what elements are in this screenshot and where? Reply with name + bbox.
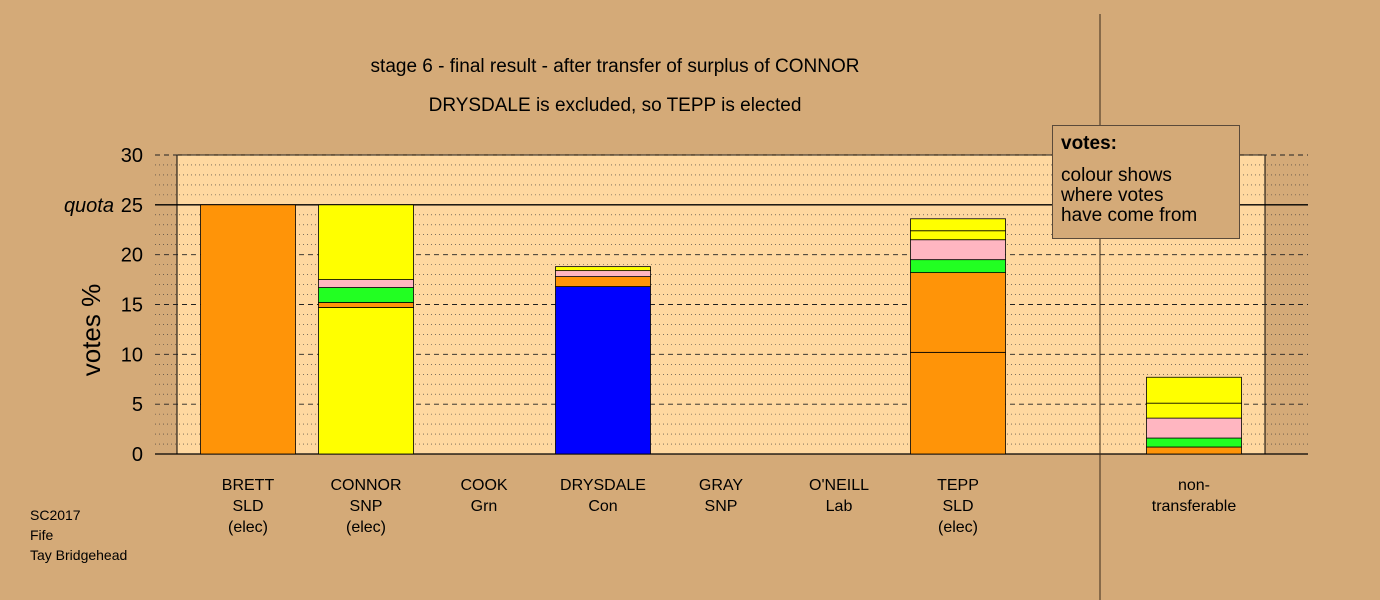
bar-drysdale-segment bbox=[555, 286, 651, 455]
bar-nontransferable-segment bbox=[1146, 376, 1242, 404]
candidate-oneill-label-line-1: O'NEILL bbox=[809, 477, 869, 494]
legend-box: votes: colour shows where votes have com… bbox=[1052, 125, 1240, 239]
candidate-gray-label-line-1: GRAY bbox=[699, 477, 743, 494]
legend-line-1: colour shows bbox=[1061, 165, 1172, 186]
chart-title: stage 6 - final result - after transfer … bbox=[371, 56, 860, 77]
candidate-oneill-label-line-2: Lab bbox=[826, 498, 853, 515]
footer-election: SC2017 bbox=[30, 507, 81, 523]
footer-ward: Tay Bridgehead bbox=[30, 547, 128, 563]
footer-caption: SC2017 Fife Tay Bridgehead bbox=[30, 505, 127, 565]
candidate-drysdale-label-line-1: DRYSDALE bbox=[560, 477, 646, 494]
candidate-brett-label-line-3: (elec) bbox=[228, 519, 268, 536]
candidate-connor-label-line-2: SNP bbox=[350, 498, 383, 515]
y-tick-label: 15 bbox=[121, 295, 143, 317]
chart-subtitle: DRYSDALE is excluded, so TEPP is elected bbox=[429, 95, 802, 116]
bar-connor-segment bbox=[318, 302, 414, 308]
candidate-tepp-label-line-3: (elec) bbox=[938, 519, 978, 536]
bar-tepp-segment bbox=[910, 230, 1006, 241]
bar-tepp-segment bbox=[910, 259, 1006, 274]
y-tick-label: 0 bbox=[132, 444, 143, 466]
y-tick-label: 30 bbox=[121, 145, 143, 167]
chart-marks: BRETT SLD (elec) CONNOR SNP (elec) COOK Grn DRYS… bbox=[200, 204, 1242, 536]
bar-nontransferable-segment bbox=[1146, 437, 1242, 448]
candidate-connor-label-line-1: CONNOR bbox=[330, 477, 401, 494]
bar-nontransferable-segment bbox=[1146, 402, 1242, 419]
nontransferable-label-line-2: transferable bbox=[1152, 498, 1237, 515]
bar-connor-segment bbox=[318, 307, 414, 455]
candidate-cook-label-line-2: Grn bbox=[471, 498, 498, 515]
quota-label: quota bbox=[64, 195, 114, 217]
candidate-drysdale-label-line-2: Con bbox=[588, 498, 617, 515]
bar-brett-segment bbox=[200, 204, 296, 455]
nontransferable-label-line-1: non- bbox=[1178, 477, 1210, 494]
bar-connor-segment bbox=[318, 204, 414, 280]
legend-line-3: have come from bbox=[1061, 205, 1198, 226]
candidate-cook-label-line-1: COOK bbox=[460, 477, 507, 494]
legend-title: votes: bbox=[1061, 133, 1117, 154]
bar-nontransferable-segment bbox=[1146, 417, 1242, 439]
bar-drysdale-segment bbox=[555, 266, 651, 272]
candidate-brett-label-line-2: SLD bbox=[232, 498, 263, 515]
y-tick-label: 20 bbox=[121, 245, 143, 267]
legend-line-2: where votes bbox=[1061, 185, 1164, 206]
bar-connor-segment bbox=[318, 287, 414, 303]
y-axis-label: votes % bbox=[76, 284, 106, 377]
bar-tepp-segment bbox=[910, 239, 1006, 261]
bar-tepp-segment bbox=[910, 218, 1006, 232]
bar-nontransferable-segment bbox=[1146, 446, 1242, 455]
candidate-tepp-label-line-2: SLD bbox=[942, 498, 973, 515]
bar-drysdale-segment bbox=[555, 270, 651, 277]
bar-drysdale-segment bbox=[555, 276, 651, 287]
candidate-connor-label-line-3: (elec) bbox=[346, 519, 386, 536]
candidate-gray-label-line-2: SNP bbox=[705, 498, 738, 515]
bar-tepp-segment bbox=[910, 272, 1006, 353]
bar-tepp-segment bbox=[910, 351, 1006, 455]
y-tick-label: 5 bbox=[132, 394, 143, 416]
y-tick-label: 25 bbox=[121, 195, 143, 217]
candidate-brett-label-line-1: BRETT bbox=[222, 477, 275, 494]
footer-council: Fife bbox=[30, 527, 54, 543]
y-tick-label: 10 bbox=[121, 344, 143, 366]
bar-connor-segment bbox=[318, 279, 414, 288]
candidate-tepp-label-line-1: TEPP bbox=[937, 477, 979, 494]
